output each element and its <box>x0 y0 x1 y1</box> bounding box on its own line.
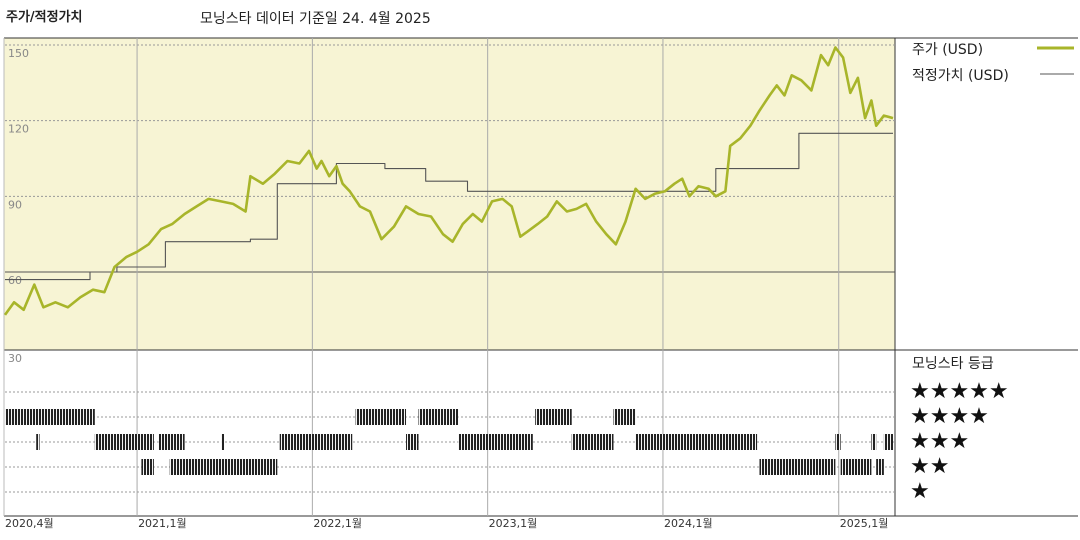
rating-1-star: ★ <box>910 479 930 504</box>
chart-left-title: 주가/적정가치 <box>6 9 83 25</box>
legend-price-label: 주가 (USD) <box>912 42 983 58</box>
rating-bar-5-star <box>355 409 407 425</box>
rating-bar-5-star <box>613 409 636 425</box>
rating-bar-5-star <box>535 409 572 425</box>
y-tick-label: 30 <box>8 352 22 365</box>
price-plot-background <box>4 38 895 350</box>
price-line <box>3 46 894 316</box>
y-tick-labels: 150 120 90 60 30 <box>8 47 29 365</box>
star-rating-history <box>5 409 893 475</box>
legend-fair-value-label: 적정가치 (USD) <box>912 68 1009 84</box>
rating-panel: 모닝스타 등급 ★★★★★ ★★★★ ★★★ ★★ ★ <box>910 356 1009 504</box>
rating-bar-2-star <box>840 459 872 475</box>
rating-bar-3-star <box>571 434 614 450</box>
rating-bar-2-star <box>876 459 884 475</box>
rating-bar-3-star <box>458 434 533 450</box>
rating-bar-2-star <box>141 459 154 475</box>
y-tick-label: 120 <box>8 123 29 136</box>
chart-subtitle: 모닝스타 데이터 기준일 24. 4월 2025 <box>200 11 431 27</box>
rating-bar-2-star <box>169 459 278 475</box>
rating-bar-3-star <box>835 434 841 450</box>
rating-bar-3-star <box>158 434 185 450</box>
y-tick-label: 90 <box>8 198 22 211</box>
x-tick-label: 2021,1월 <box>138 517 187 530</box>
x-tick-label: 2025,1월 <box>840 517 889 530</box>
rating-bar-5-star <box>41 409 95 425</box>
rating-bar-3-star <box>221 434 224 450</box>
rating-bar-3-star <box>883 434 893 450</box>
rating-4-stars: ★★★★ <box>910 404 989 429</box>
x-tick-label: 2020,4월 <box>5 517 54 530</box>
rating-bar-2-star <box>759 459 836 475</box>
legend: 주가 (USD) 적정가치 (USD) <box>912 42 1074 84</box>
rating-3-stars: ★★★ <box>910 429 969 454</box>
rating-5-stars: ★★★★★ <box>910 379 1009 404</box>
x-tick-label: 2024,1월 <box>664 517 713 530</box>
rating-bar-3-star <box>94 434 154 450</box>
x-tick-label: 2022,1월 <box>313 517 362 530</box>
rating-bar-3-star <box>635 434 758 450</box>
rating-panel-title: 모닝스타 등급 <box>912 356 994 372</box>
rating-bar-5-star <box>5 409 42 425</box>
rating-bar-3-star <box>36 434 40 450</box>
rating-bar-5-star <box>418 409 459 425</box>
x-tick-labels: 2020,4월 2021,1월 2022,1월 2023,1월 2024,1월 2025,… <box>5 517 888 530</box>
y-tick-label: 150 <box>8 47 29 60</box>
series-lines <box>3 46 894 316</box>
fair-value-line <box>5 132 893 281</box>
rating-2-stars: ★★ <box>910 454 949 479</box>
rating-bar-3-star <box>871 434 877 450</box>
rating-bar-3-star <box>279 434 353 450</box>
rating-bar-3-star <box>406 434 419 450</box>
x-tick-label: 2023,1월 <box>489 517 538 530</box>
y-tick-label: 60 <box>8 274 22 287</box>
